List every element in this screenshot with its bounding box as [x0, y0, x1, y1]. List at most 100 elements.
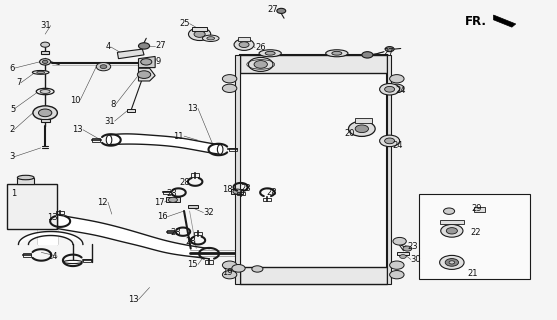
Text: 3: 3 [10, 152, 15, 161]
Bar [23, 253, 31, 257]
Text: 10: 10 [70, 96, 80, 105]
Bar [238, 37, 250, 41]
Circle shape [362, 52, 373, 58]
Circle shape [385, 138, 394, 144]
Circle shape [239, 42, 249, 48]
Text: 30: 30 [411, 255, 421, 264]
Circle shape [254, 60, 267, 68]
Polygon shape [139, 68, 155, 81]
Polygon shape [494, 15, 516, 27]
Ellipse shape [32, 70, 49, 74]
Text: 20: 20 [345, 129, 355, 138]
Bar [17, 178, 34, 184]
Circle shape [222, 261, 237, 269]
Bar [240, 55, 387, 73]
Ellipse shape [207, 37, 214, 40]
Text: 1: 1 [11, 189, 16, 198]
Bar [235, 55, 240, 284]
Ellipse shape [217, 145, 223, 154]
Text: 27: 27 [155, 41, 166, 51]
Text: 27: 27 [383, 48, 394, 57]
Text: 13: 13 [72, 125, 83, 134]
Circle shape [390, 270, 404, 279]
Circle shape [222, 75, 237, 83]
Bar [231, 189, 243, 195]
Bar [194, 232, 202, 235]
Circle shape [446, 228, 457, 234]
Circle shape [232, 265, 245, 272]
Text: 28: 28 [266, 188, 277, 197]
Bar [7, 184, 57, 228]
Ellipse shape [36, 88, 54, 95]
Bar [191, 173, 199, 177]
Circle shape [38, 109, 52, 117]
Text: 25: 25 [179, 19, 189, 28]
Circle shape [141, 59, 152, 65]
Text: 6: 6 [10, 64, 15, 73]
Text: 21: 21 [467, 268, 478, 278]
Bar [167, 197, 180, 202]
Text: 14: 14 [47, 252, 57, 261]
Bar [397, 252, 408, 255]
Text: 13: 13 [47, 213, 57, 222]
Ellipse shape [202, 35, 219, 42]
Circle shape [222, 84, 237, 92]
Circle shape [41, 42, 50, 47]
Bar [41, 51, 49, 54]
Bar [41, 119, 50, 122]
Text: 15: 15 [188, 260, 198, 269]
Bar [263, 197, 271, 201]
Circle shape [403, 246, 412, 251]
Circle shape [194, 31, 205, 37]
Text: 4: 4 [105, 42, 111, 52]
Text: 16: 16 [157, 212, 167, 221]
Ellipse shape [326, 50, 348, 57]
Ellipse shape [259, 50, 281, 57]
Text: 28: 28 [241, 184, 251, 193]
Circle shape [390, 75, 404, 83]
Polygon shape [118, 49, 144, 59]
Text: 29: 29 [472, 204, 482, 213]
Polygon shape [139, 56, 155, 68]
Text: 8: 8 [110, 100, 116, 109]
Bar [84, 259, 91, 262]
Circle shape [449, 261, 455, 264]
Bar [205, 260, 213, 264]
Circle shape [355, 125, 369, 132]
Circle shape [445, 259, 458, 266]
Text: 9: 9 [155, 57, 160, 66]
Circle shape [100, 65, 107, 68]
Ellipse shape [37, 71, 45, 74]
Text: 28: 28 [179, 179, 189, 188]
Text: 19: 19 [222, 268, 233, 277]
Circle shape [441, 224, 463, 237]
Bar [237, 192, 245, 196]
Bar [240, 55, 387, 284]
Bar [192, 27, 207, 31]
Circle shape [96, 62, 111, 71]
Text: 28: 28 [170, 228, 181, 237]
Circle shape [40, 59, 51, 65]
Text: 24: 24 [392, 141, 403, 150]
Text: 31: 31 [40, 21, 51, 30]
Text: 13: 13 [128, 295, 139, 304]
Text: 26: 26 [255, 43, 266, 52]
Bar [128, 109, 135, 112]
Bar [188, 204, 198, 208]
Text: FR.: FR. [465, 15, 487, 28]
Bar [387, 55, 391, 284]
Bar [56, 211, 64, 214]
Bar [474, 207, 485, 212]
Bar [240, 267, 387, 284]
Circle shape [393, 237, 406, 245]
Circle shape [349, 121, 375, 136]
Text: 13: 13 [187, 104, 198, 113]
Bar [439, 220, 464, 224]
Bar [355, 118, 372, 123]
Text: 23: 23 [407, 242, 418, 251]
Circle shape [390, 84, 404, 92]
Text: 11: 11 [174, 132, 184, 140]
Text: 28: 28 [167, 189, 177, 198]
Text: 32: 32 [203, 208, 214, 217]
Bar [92, 138, 100, 141]
